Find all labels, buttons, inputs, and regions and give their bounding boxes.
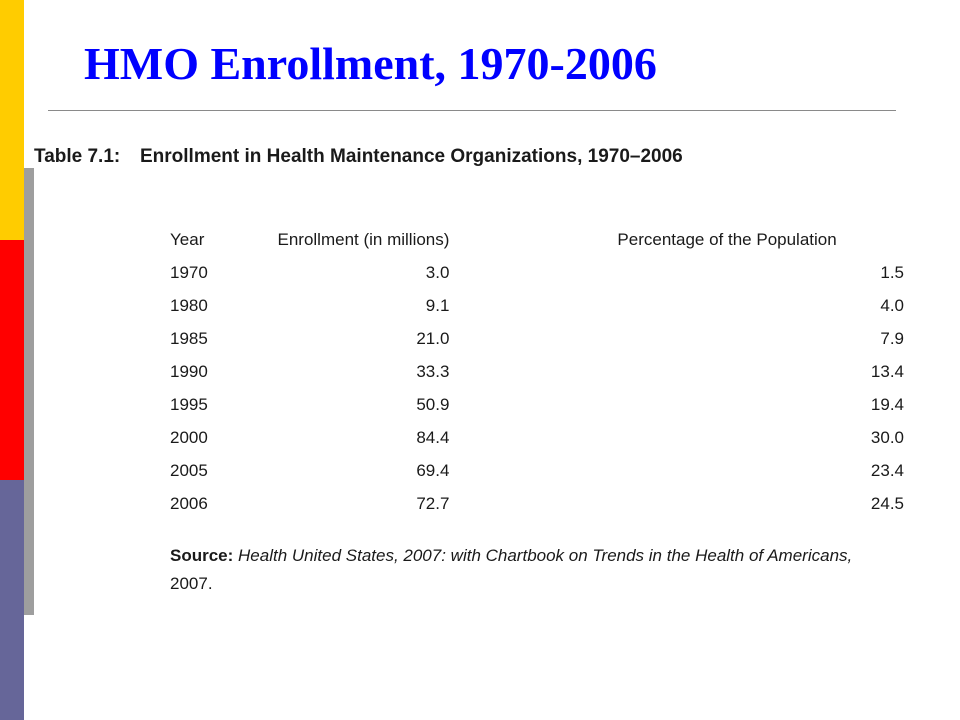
cell-year: 1980	[170, 295, 208, 315]
title-divider	[48, 110, 896, 111]
cell-enrollment: 50.9	[416, 394, 450, 414]
cell-enrollment: 33.3	[416, 361, 450, 381]
cell-percentage: 7.9	[880, 328, 904, 348]
cell-percentage: 19.4	[870, 394, 904, 414]
table-row: 1970 3.0 1.5	[170, 256, 904, 289]
table-header-row: Year Enrollment (in millions) Percentage…	[170, 223, 904, 256]
header-enrollment: Enrollment (in millions)	[277, 229, 450, 249]
cell-percentage: 4.0	[880, 295, 904, 315]
table-row: 1990 33.3 13.4	[170, 355, 904, 388]
table-body: 1970 3.0 1.5 1980 9.1 4.0 1985 21.0 7.9 1990 33.3 1…	[170, 256, 904, 520]
cell-enrollment: 84.4	[416, 427, 450, 447]
cell-enrollment: 72.7	[416, 493, 450, 513]
accent-bar-blue	[0, 480, 24, 720]
cell-enrollment: 3.0	[425, 262, 450, 282]
cell-percentage: 1.5	[880, 262, 904, 282]
table-row: 2005 69.4 23.4	[170, 454, 904, 487]
cell-year: 1985	[170, 328, 208, 348]
header-percentage: Percentage of the Population	[617, 229, 837, 249]
enrollment-table: Year Enrollment (in millions) Percentage…	[170, 223, 904, 520]
cell-enrollment: 9.1	[425, 295, 450, 315]
table-row: 1980 9.1 4.0	[170, 289, 904, 322]
table-row: 1985 21.0 7.9	[170, 322, 904, 355]
table-row: 2000 84.4 30.0	[170, 421, 904, 454]
slide-title: HMO Enrollment, 1970-2006	[84, 38, 657, 89]
scan-edge-shadow	[24, 168, 34, 615]
header-year: Year	[170, 229, 205, 249]
table-image: Table 7.1: Enrollment in Health Maintenan…	[24, 130, 904, 615]
accent-bar-red	[0, 240, 24, 480]
cell-percentage: 24.5	[870, 493, 904, 513]
cell-year: 1990	[170, 361, 208, 381]
cell-year: 2000	[170, 427, 208, 447]
cell-percentage: 13.4	[870, 361, 904, 381]
table-row: 1995 50.9 19.4	[170, 388, 904, 421]
table-caption-title: Enrollment in Health Maintenance Organiz…	[140, 146, 683, 167]
table-row: 2006 72.7 24.5	[170, 487, 904, 520]
cell-year: 2005	[170, 460, 208, 480]
source-label: Source:	[170, 546, 234, 565]
table-caption-label: Table 7.1:	[34, 146, 121, 167]
cell-enrollment: 21.0	[416, 328, 450, 348]
source-publication: Health United States, 2007: with Chartbo…	[238, 546, 853, 565]
source-year: 2007.	[170, 574, 213, 593]
cell-percentage: 30.0	[870, 427, 904, 447]
table-caption: Table 7.1: Enrollment in Health Maintenan…	[34, 146, 683, 168]
cell-year: 1970	[170, 262, 208, 282]
cell-enrollment: 69.4	[416, 460, 450, 480]
table-source-note: Source: Health United States, 2007: with…	[170, 542, 870, 598]
cell-year: 1995	[170, 394, 208, 414]
accent-bar-yellow	[0, 0, 24, 240]
cell-year: 2006	[170, 493, 208, 513]
cell-percentage: 23.4	[870, 460, 904, 480]
